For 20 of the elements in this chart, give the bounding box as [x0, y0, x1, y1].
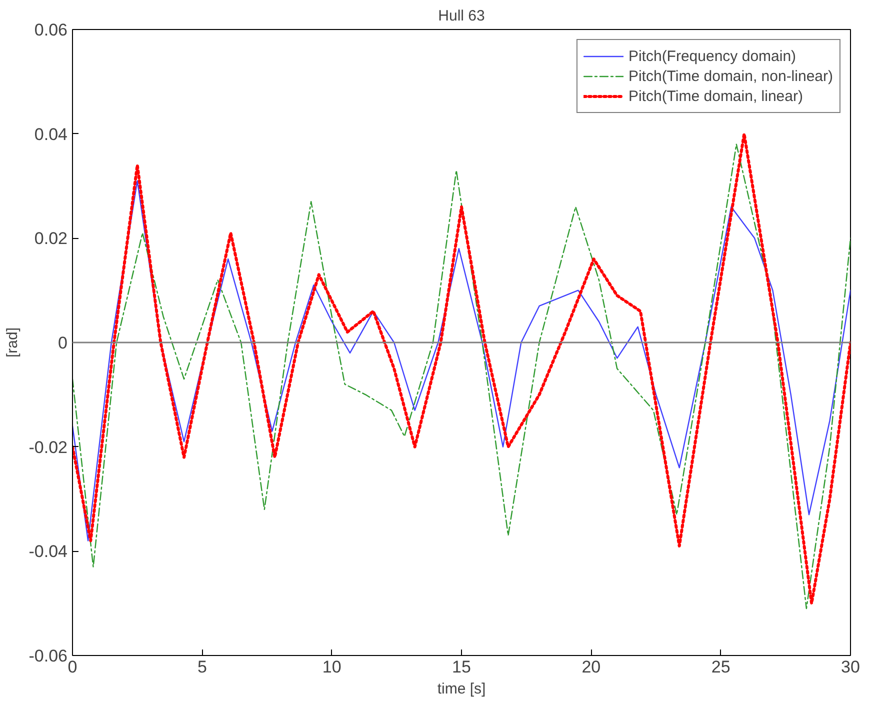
y-tick-label: -0.04 — [28, 542, 68, 562]
chart-title: Hull 63 — [438, 8, 485, 24]
y-tick-label: 0.02 — [34, 229, 68, 248]
y-axis-title: [rad] — [4, 327, 21, 358]
y-tick-label: -0.06 — [28, 646, 68, 666]
legend-label: Pitch(Frequency domain) — [628, 48, 796, 64]
y-tick-label: 0 — [58, 334, 68, 352]
x-tick-label: 25 — [711, 658, 730, 676]
line-series — [72, 180, 850, 542]
y-tick-label: 0.06 — [34, 20, 68, 40]
x-tick-label: 20 — [582, 658, 601, 676]
y-tick-label: -0.02 — [28, 438, 68, 457]
x-tick-label: 5 — [197, 658, 207, 676]
legend-label: Pitch(Time domain, non-linear) — [628, 68, 833, 84]
y-tick-label: 0.04 — [34, 124, 68, 144]
legend-label: Pitch(Time domain, linear) — [628, 88, 803, 104]
x-tick-label: 15 — [452, 658, 471, 676]
x-axis-title: time [s] — [437, 680, 486, 698]
x-tick-label: 30 — [841, 658, 860, 676]
x-tick-label: 10 — [322, 658, 342, 676]
